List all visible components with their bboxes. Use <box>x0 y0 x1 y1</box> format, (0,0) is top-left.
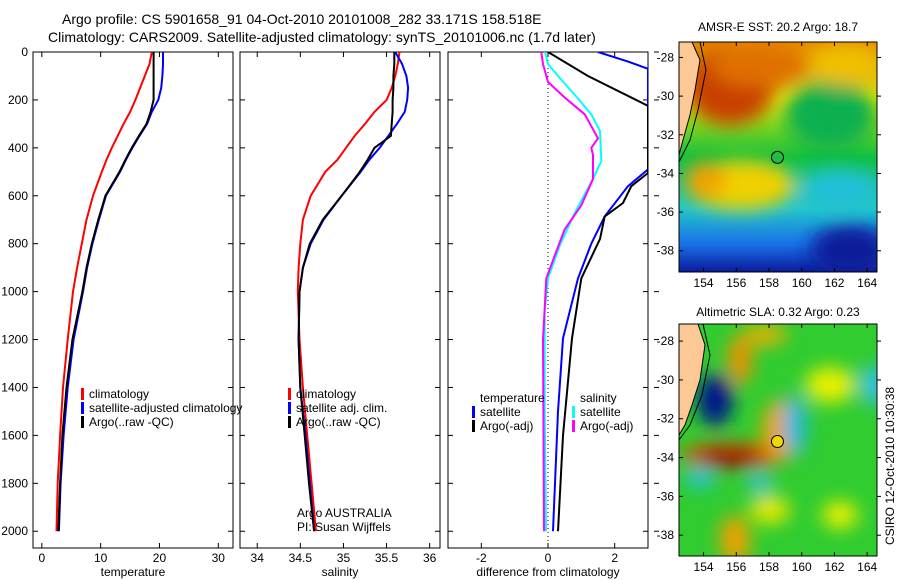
legend-label: satellite adj. clim. <box>296 401 387 415</box>
y-tick-label: 400 <box>8 141 28 155</box>
x-axis-label: difference from climatology <box>476 565 619 579</box>
lon-tick-label: 158 <box>759 560 779 574</box>
lon-tick-label: 156 <box>726 276 746 290</box>
y-tick-label: 800 <box>8 237 28 251</box>
legend-swatch <box>81 402 84 414</box>
series-argo-raw-qc- <box>57 52 155 532</box>
lat-tick-label: -34 <box>657 451 675 465</box>
lon-tick-label: 160 <box>792 560 812 574</box>
legend-swatch <box>81 388 84 400</box>
legend-swatch <box>472 406 475 418</box>
lat-tick-label: -32 <box>657 412 675 426</box>
series-salinity-argo-adj- <box>540 52 600 532</box>
argo-position-marker <box>770 150 784 164</box>
lat-tick-label: -28 <box>657 50 675 64</box>
legend-swatch <box>288 402 291 414</box>
x-tick-label: 20 <box>153 551 167 565</box>
figure-title-line2: Climatology: CARS2009. Satellite-adjuste… <box>48 29 596 45</box>
legend-label: satellite-adjusted climatology <box>89 401 242 415</box>
legend-label: Argo(-adj) <box>580 419 633 433</box>
series-argo-raw-qc- <box>297 52 396 532</box>
legend-label: Argo(..raw -QC) <box>296 415 381 429</box>
footer-timestamp: CSIRO 12-Oct-2010 10:30:38 <box>883 387 897 545</box>
lat-tick-label: -32 <box>657 128 675 142</box>
x-tick-label: 2 <box>611 551 618 565</box>
y-tick-label: 1200 <box>1 333 28 347</box>
series-temperature-satellite <box>552 52 648 532</box>
lat-tick-label: -28 <box>657 334 675 348</box>
lat-tick-label: -30 <box>657 373 675 387</box>
lon-tick-label: 164 <box>857 560 877 574</box>
lat-tick-label: -30 <box>657 89 675 103</box>
lat-tick-label: -38 <box>657 528 675 542</box>
sla-map: Altimetric SLA: 0.32 Argo: 0.23 154 156 15… <box>657 305 881 574</box>
y-tick-label: 200 <box>8 93 28 107</box>
float-info-line1: Argo AUSTRALIA <box>297 506 392 520</box>
x-tick-label: 36 <box>423 551 437 565</box>
x-tick-label: 0 <box>38 551 45 565</box>
series-climatology <box>55 52 153 532</box>
x-tick-label: 35 <box>337 551 351 565</box>
series-temperature-argo-adj- <box>547 52 648 532</box>
y-tick-label: 1600 <box>1 428 28 442</box>
x-tick-label: -2 <box>476 551 487 565</box>
legend-label: satellite <box>480 405 521 419</box>
x-tick-label: 35.5 <box>375 551 399 565</box>
legend-header: temperature <box>480 391 545 405</box>
y-tick-label: 1000 <box>1 285 28 299</box>
lat-tick-label: -38 <box>657 244 675 258</box>
legend-label: satellite <box>580 405 621 419</box>
lon-tick-label: 156 <box>726 560 746 574</box>
lon-tick-label: 162 <box>824 276 844 290</box>
x-tick-label: 34 <box>251 551 265 565</box>
series-salinity-satellite <box>543 52 603 532</box>
legend-swatch <box>472 420 475 432</box>
sst-map-title: AMSR-E SST: 20.2 Argo: 18.7 <box>698 20 858 34</box>
x-tick-label: 0 <box>545 551 552 565</box>
legend-label: climatology <box>296 387 356 401</box>
legend-swatch <box>288 416 291 428</box>
x-tick-label: 34.5 <box>289 551 313 565</box>
argo-position-marker <box>770 434 784 448</box>
x-axis-label: salinity <box>322 565 359 579</box>
y-tick-label: 600 <box>8 189 28 203</box>
legend-swatch <box>288 388 291 400</box>
x-axis-label: temperature <box>101 565 166 579</box>
float-info-line2: PI: Susan Wijffels <box>297 520 391 534</box>
figure-title-line1: Argo profile: CS 5901658_91 04-Oct-2010 … <box>62 11 542 27</box>
y-tick-label: 0 <box>21 45 28 59</box>
lon-tick-label: 154 <box>694 276 714 290</box>
lat-tick-label: -36 <box>657 205 675 219</box>
temperature-panel: 0 10 20 30 temperature 0 200 400 600 800 1000 1200 1… <box>1 45 242 579</box>
legend-label: Argo(-adj) <box>480 419 533 433</box>
lon-tick-label: 162 <box>824 560 844 574</box>
legend-label: climatology <box>89 387 149 401</box>
lon-tick-label: 154 <box>694 560 714 574</box>
plot-frame <box>32 51 234 549</box>
legend-swatch <box>81 416 84 428</box>
lon-tick-label: 164 <box>857 276 877 290</box>
legend-swatch <box>572 420 575 432</box>
salinity-panel: 34 34.5 35 35.5 36 salinity climatologysatelli… <box>239 51 441 579</box>
x-tick-label: 30 <box>212 551 226 565</box>
legend-label: Argo(..raw -QC) <box>89 415 174 429</box>
plot-frame <box>239 51 441 549</box>
legend-swatch <box>572 406 575 418</box>
sst-map: AMSR-E SST: 20.2 Argo: 18.7 154 156 158 160… <box>657 20 881 290</box>
lon-tick-label: 158 <box>759 276 779 290</box>
lat-tick-label: -36 <box>657 489 675 503</box>
series-climatology <box>296 52 401 532</box>
lat-tick-label: -34 <box>657 166 675 180</box>
y-tick-label: 1400 <box>1 380 28 394</box>
y-tick-label: 1800 <box>1 476 28 490</box>
y-tick-label: 2000 <box>1 524 28 538</box>
legend-header: salinity <box>580 391 617 405</box>
lon-tick-label: 160 <box>792 276 812 290</box>
x-tick-label: 10 <box>94 551 108 565</box>
sla-map-title: Altimetric SLA: 0.32 Argo: 0.23 <box>696 305 860 319</box>
